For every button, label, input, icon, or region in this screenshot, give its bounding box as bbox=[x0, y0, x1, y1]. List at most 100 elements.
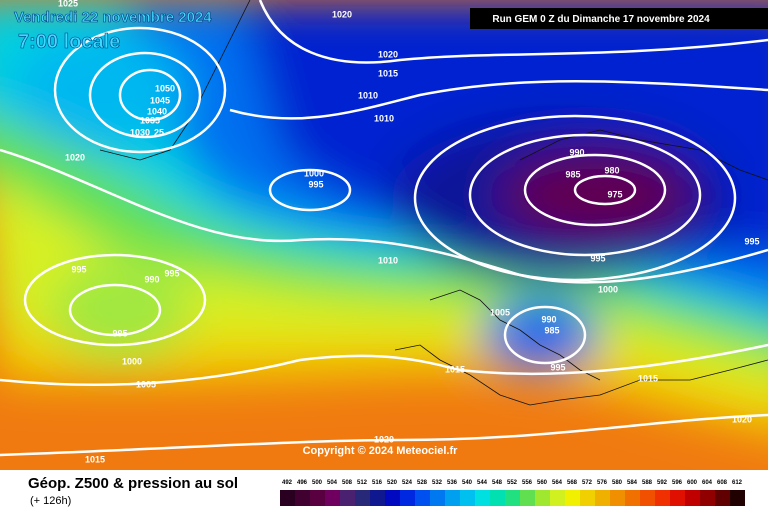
scale-label: 520 bbox=[387, 480, 398, 486]
forecast-date: Vendredi 22 novembre 2024 bbox=[14, 9, 212, 26]
scale-swatch bbox=[325, 490, 340, 506]
scale-swatch bbox=[520, 490, 535, 506]
scale-swatch bbox=[580, 490, 595, 506]
scale-label: 500 bbox=[312, 480, 323, 486]
isobar-label: 1020 bbox=[732, 414, 752, 424]
scale-label: 584 bbox=[627, 480, 638, 486]
isobar-label: 1045 bbox=[150, 95, 170, 105]
scale-label: 540 bbox=[462, 480, 473, 486]
scale-swatch bbox=[340, 490, 355, 506]
scale-label: 604 bbox=[702, 480, 713, 486]
scale-swatch bbox=[280, 490, 295, 506]
scale-label: 576 bbox=[597, 480, 608, 486]
scale-swatch bbox=[310, 490, 325, 506]
scale-label: 524 bbox=[402, 480, 413, 486]
isobar-label: 25 bbox=[154, 127, 164, 137]
isobar-label: 1015 bbox=[445, 364, 465, 374]
isobar-label: 1040 bbox=[147, 106, 167, 116]
field bbox=[0, 0, 768, 470]
isobar-label: 1010 bbox=[378, 255, 398, 265]
forecast-time: 7:00 locale bbox=[18, 31, 120, 53]
scale-swatch bbox=[670, 490, 685, 506]
scale-swatch bbox=[640, 490, 655, 506]
scale-swatch bbox=[475, 490, 490, 506]
isobars bbox=[0, 0, 768, 457]
scale-swatch bbox=[385, 490, 400, 506]
scale-swatch bbox=[445, 490, 460, 506]
isobar-labels: 1025 1020 1020 1015 1010 1010 1050 104510401035… bbox=[58, 0, 760, 464]
scale-swatch bbox=[655, 490, 670, 506]
scale-swatch bbox=[355, 490, 370, 506]
scale-swatch bbox=[685, 490, 700, 506]
isobar-label: 995 bbox=[308, 179, 323, 189]
isobar-label: 1000 bbox=[598, 284, 618, 294]
scale-label: 612 bbox=[732, 480, 743, 486]
scale-label: 528 bbox=[417, 480, 428, 486]
scale-swatch bbox=[430, 490, 445, 506]
scale-swatch bbox=[370, 490, 385, 506]
isobar-label: 985 bbox=[565, 169, 580, 179]
isobar-label: 975 bbox=[607, 189, 622, 199]
scale-label: 536 bbox=[447, 480, 458, 486]
scale-label: 592 bbox=[657, 480, 668, 486]
scale-label: 580 bbox=[612, 480, 623, 486]
scale-swatch bbox=[490, 490, 505, 506]
isobar-label: 1015 bbox=[378, 68, 398, 78]
scale-label: 508 bbox=[342, 480, 353, 486]
copyright: Copyright © 2024 Meteociel.fr bbox=[303, 445, 459, 457]
scale-label: 564 bbox=[552, 480, 563, 486]
scale-swatch bbox=[625, 490, 640, 506]
scale-swatch bbox=[715, 490, 730, 506]
scale-label: 560 bbox=[537, 480, 548, 486]
scale-swatch bbox=[565, 490, 580, 506]
scale-swatch bbox=[700, 490, 715, 506]
scale-label: 572 bbox=[582, 480, 593, 486]
isobar-label: 1000 bbox=[122, 356, 142, 366]
isobar-label: 1005 bbox=[136, 379, 156, 389]
isobar-label: 990 bbox=[569, 147, 584, 157]
scale-label: 548 bbox=[492, 480, 503, 486]
scale-label: 588 bbox=[642, 480, 653, 486]
isobar-label: 995 bbox=[164, 268, 179, 278]
scale-swatch bbox=[460, 490, 475, 506]
scale-label: 608 bbox=[717, 480, 728, 486]
scale-label: 516 bbox=[372, 480, 383, 486]
isobar-label: 1015 bbox=[85, 454, 105, 464]
isobar-label: 1035 bbox=[140, 115, 160, 125]
scale-label: 600 bbox=[687, 480, 698, 486]
scale-swatch bbox=[400, 490, 415, 506]
isobar-label: 1030 bbox=[130, 127, 150, 137]
scale-label: 568 bbox=[567, 480, 578, 486]
scale-label: 532 bbox=[432, 480, 443, 486]
run-info: Run GEM 0 Z du Dimanche 17 novembre 2024 bbox=[492, 14, 710, 25]
isobar-label: 1020 bbox=[378, 49, 398, 59]
scale-label: 492 bbox=[282, 480, 293, 486]
scale-swatch bbox=[415, 490, 430, 506]
isobar-label: 1050 bbox=[155, 83, 175, 93]
scale-label: 512 bbox=[357, 480, 368, 486]
scale-swatch bbox=[730, 490, 745, 506]
scale-label: 544 bbox=[477, 480, 488, 486]
header: Vendredi 22 novembre 2024 7:00 locale Ru… bbox=[14, 8, 768, 53]
scale-label: 504 bbox=[327, 480, 338, 486]
isobar-label: 985 bbox=[544, 325, 559, 335]
scale-label: 596 bbox=[672, 480, 683, 486]
color-scale: 492 496 500 504 508 512 516 520 524 528 532 536 540 5… bbox=[280, 480, 745, 506]
scale-swatch bbox=[550, 490, 565, 506]
scale-swatch bbox=[505, 490, 520, 506]
isobar-label: 990 bbox=[541, 314, 556, 324]
isobar-label: 990 bbox=[144, 274, 159, 284]
scale-label: 556 bbox=[522, 480, 533, 486]
run-box bbox=[470, 8, 768, 29]
isobar-label: 1020 bbox=[65, 152, 85, 162]
isobar-label: 980 bbox=[604, 165, 619, 175]
isobar-label: 995 bbox=[112, 328, 127, 338]
isobar-label: 1010 bbox=[374, 113, 394, 123]
isobar-label: 995 bbox=[590, 253, 605, 263]
isobar-label: 1005 bbox=[490, 307, 510, 317]
isobar-label: 1020 bbox=[374, 434, 394, 444]
scale-label: 496 bbox=[297, 480, 308, 486]
footer-title: Géop. Z500 & pression au sol bbox=[28, 475, 238, 492]
